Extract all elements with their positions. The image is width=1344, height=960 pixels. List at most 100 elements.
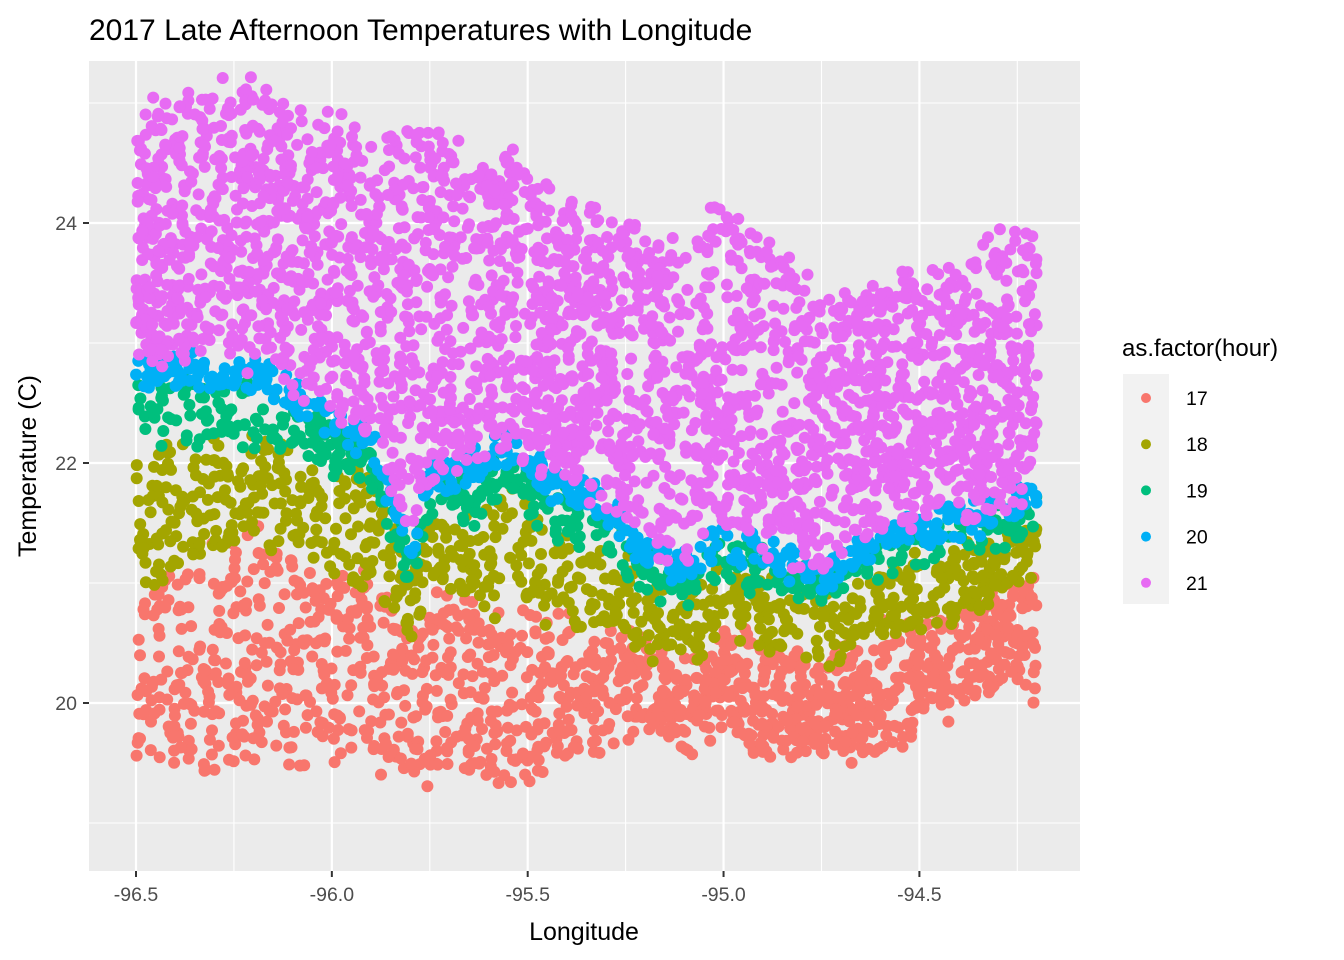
data-point xyxy=(560,700,573,713)
data-point xyxy=(567,741,580,754)
data-point xyxy=(439,664,452,677)
data-point xyxy=(251,718,264,731)
data-point xyxy=(367,650,380,663)
data-point xyxy=(260,83,273,96)
data-point xyxy=(423,611,436,624)
data-point xyxy=(219,657,232,670)
data-point xyxy=(902,533,915,546)
data-point xyxy=(287,725,300,738)
data-point xyxy=(615,631,628,644)
data-point xyxy=(1028,682,1041,695)
data-point xyxy=(185,699,198,711)
data-point xyxy=(306,582,319,595)
data-point xyxy=(889,684,902,697)
data-point xyxy=(247,732,260,745)
data-point xyxy=(233,508,246,521)
data-point xyxy=(494,255,506,267)
data-point xyxy=(328,756,341,769)
data-point xyxy=(219,484,231,497)
data-point xyxy=(861,327,874,340)
data-point xyxy=(710,594,722,607)
data-point xyxy=(552,607,565,620)
data-point xyxy=(560,656,573,669)
data-point xyxy=(488,727,501,740)
data-point xyxy=(912,686,925,699)
data-point xyxy=(179,573,192,586)
data-point xyxy=(130,368,143,381)
data-point xyxy=(735,559,748,571)
data-point xyxy=(761,578,774,591)
data-point xyxy=(307,551,320,564)
data-point xyxy=(907,592,920,605)
data-point xyxy=(705,570,718,583)
data-point xyxy=(682,599,695,612)
data-point xyxy=(257,403,269,416)
data-point xyxy=(399,570,412,583)
data-point xyxy=(864,553,877,566)
data-point xyxy=(301,410,314,423)
data-point xyxy=(754,622,767,635)
data-point xyxy=(551,740,564,753)
data-point xyxy=(474,589,486,602)
data-point xyxy=(443,632,456,645)
data-point xyxy=(809,737,822,750)
data-point xyxy=(535,548,547,560)
data-point xyxy=(388,601,401,614)
data-point xyxy=(387,648,399,661)
data-point xyxy=(457,321,470,334)
data-point xyxy=(315,500,328,513)
data-point xyxy=(474,491,487,503)
data-point xyxy=(227,755,240,768)
data-point xyxy=(160,481,173,494)
data-point xyxy=(175,667,188,679)
data-point xyxy=(666,232,679,244)
data-point xyxy=(309,510,322,523)
data-point xyxy=(314,716,327,729)
data-point xyxy=(194,360,207,373)
data-point xyxy=(756,717,769,730)
data-point xyxy=(531,351,544,363)
data-point xyxy=(450,621,463,634)
data-point xyxy=(492,777,505,789)
data-point xyxy=(139,108,152,121)
data-point xyxy=(255,455,268,467)
data-point xyxy=(800,651,813,664)
data-point xyxy=(184,717,197,730)
data-point xyxy=(839,735,852,748)
data-point xyxy=(130,472,143,485)
data-point xyxy=(580,691,593,704)
data-point xyxy=(664,334,677,347)
data-point xyxy=(457,515,470,528)
data-point xyxy=(405,547,418,560)
data-point xyxy=(404,594,417,607)
data-point xyxy=(487,649,500,661)
data-point xyxy=(504,628,517,641)
data-point xyxy=(186,490,199,503)
data-point xyxy=(272,535,285,548)
data-point xyxy=(314,634,327,647)
data-point xyxy=(928,552,941,565)
data-point xyxy=(694,562,707,575)
data-point xyxy=(925,691,938,704)
data-point xyxy=(562,596,575,609)
data-point xyxy=(749,689,762,702)
data-point xyxy=(972,633,985,646)
data-point xyxy=(192,188,205,201)
data-point xyxy=(306,464,319,477)
data-point xyxy=(317,664,330,677)
data-point xyxy=(366,482,378,495)
data-point xyxy=(984,517,997,530)
data-point xyxy=(526,507,539,520)
data-point xyxy=(440,742,453,755)
data-point xyxy=(452,609,465,622)
data-point xyxy=(532,241,545,254)
data-point xyxy=(709,666,722,679)
data-point xyxy=(195,408,208,420)
data-point xyxy=(854,697,867,710)
data-point xyxy=(195,268,208,281)
data-point xyxy=(139,423,152,435)
data-point xyxy=(319,512,332,525)
data-point xyxy=(701,307,714,320)
data-point xyxy=(168,756,181,769)
data-point xyxy=(1030,489,1042,502)
